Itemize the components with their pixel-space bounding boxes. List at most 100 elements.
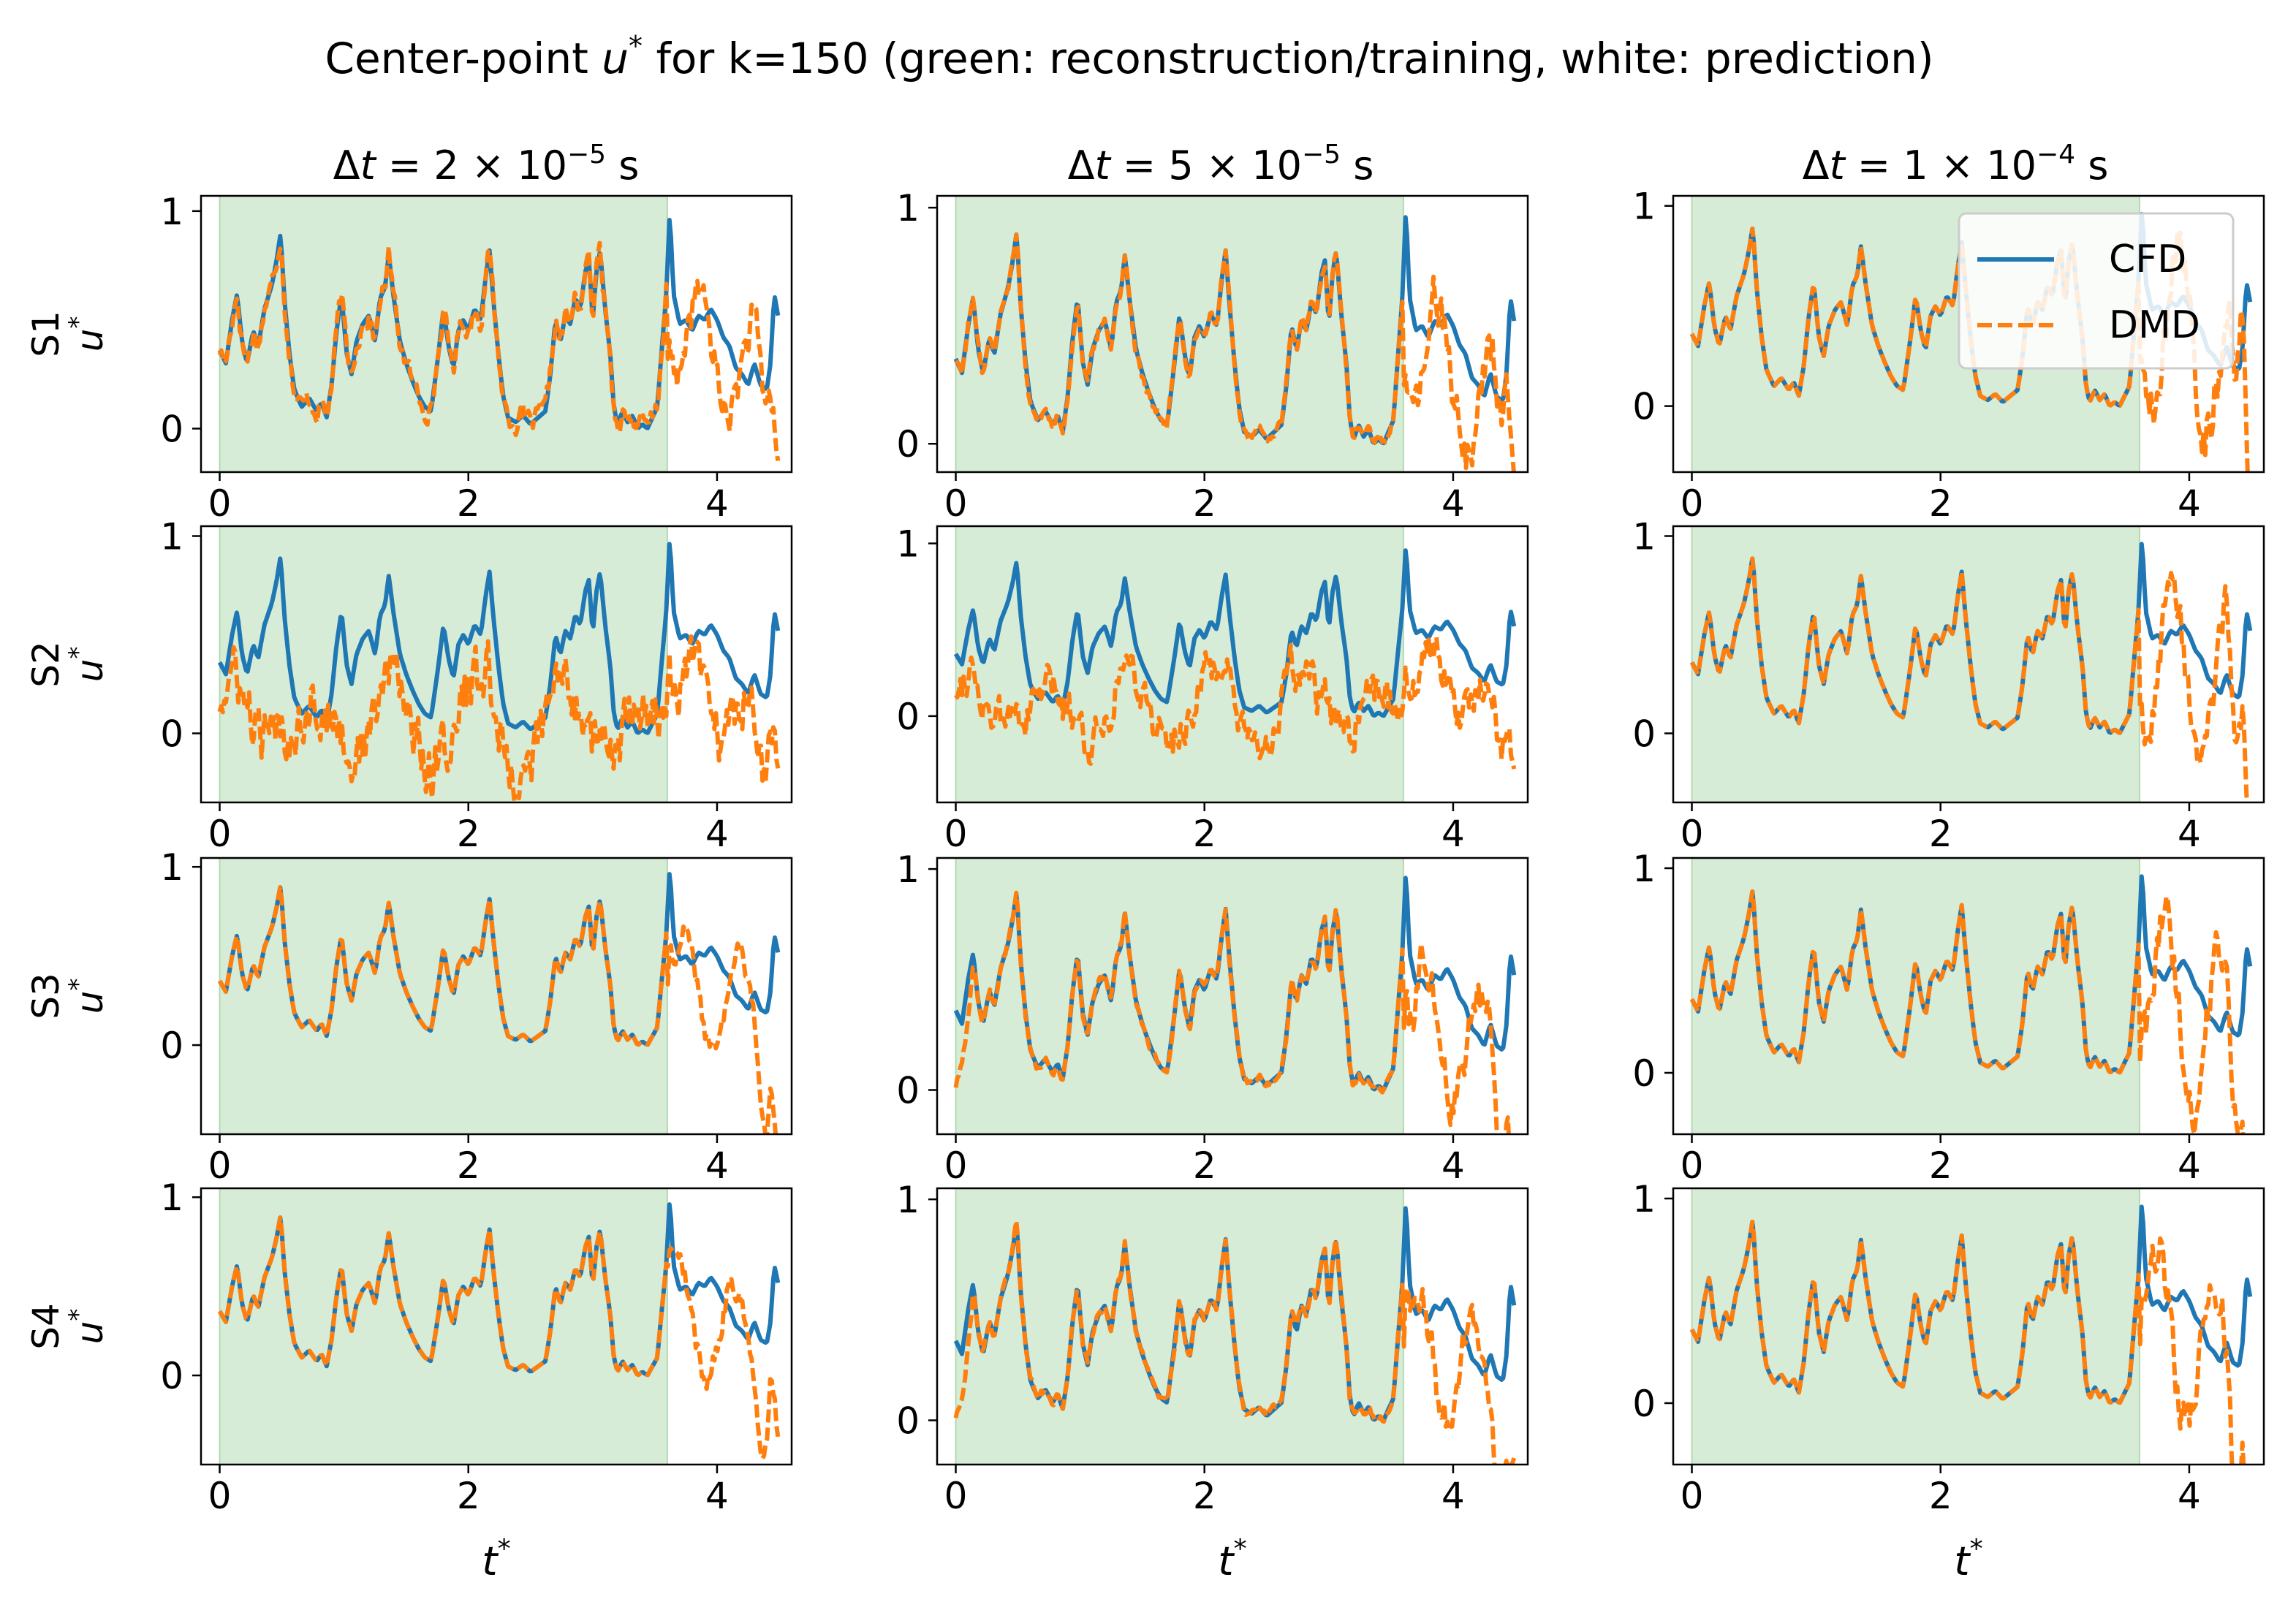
series-group-r4-c1 <box>217 1202 781 1461</box>
x-tick-label-r4-c1-0: 0 <box>208 1475 232 1517</box>
training-region-r2-c2 <box>955 525 1404 803</box>
y-tick-label-r3-c1-0: 0 <box>160 1025 183 1067</box>
y-axis-label-var-3: u <box>69 991 111 1014</box>
y-tick-label-r4-c1-1: 1 <box>160 1177 183 1219</box>
y-axis-label-4: u* <box>64 1309 111 1345</box>
x-tick-label-r4-c3-0: 0 <box>1681 1475 1704 1517</box>
subplot-r1-c2: 0 2 4 0 1 <box>896 187 1529 525</box>
subplot-r3-c2: 0 2 4 0 1 <box>896 848 1529 1187</box>
row-label-1: S1 <box>25 311 67 357</box>
y-tick-label-r2-c3-1: 1 <box>1632 516 1656 558</box>
x-axis-label-1: t* <box>482 1534 510 1584</box>
training-region-r3-c3 <box>1691 857 2140 1135</box>
x-tick-label-r4-c2-0: 0 <box>944 1475 968 1517</box>
y-tick-label-r2-c3-0: 0 <box>1632 713 1656 756</box>
x-axis-label-star-3: * <box>1970 1534 1983 1564</box>
subplot-r4-c2: 0 2 4 0 1 t* <box>896 1179 1529 1584</box>
dmd-series-r1-c1 <box>217 240 781 462</box>
axes-frame-r3-c3 <box>1672 857 2265 1136</box>
y-axis-label-1: u* <box>64 316 111 352</box>
training-region-r4-c2 <box>955 1188 1404 1465</box>
x-tick-label-r3-c2-2: 4 <box>1441 1144 1465 1187</box>
y-tick-label-r3-c3-1: 1 <box>1632 848 1656 890</box>
legend-dmd-label: DMD <box>2109 303 2200 347</box>
series-group-r3-c2 <box>953 876 1517 1134</box>
x-axis-label-var-2: t <box>1218 1538 1235 1584</box>
subplot-r1-c1: 0 2 4 0 1 S1 u* <box>25 191 793 525</box>
x-tick-label-r2-c1-2: 4 <box>705 813 729 855</box>
figure-title: Center-point u* for k=150 (green: recons… <box>325 30 1933 83</box>
y-axis-label-star-3: * <box>64 979 93 991</box>
series-group-r2-c1 <box>217 542 781 802</box>
dmd-series-r3-c1 <box>217 885 778 1134</box>
axes-frame-r1-c1 <box>200 194 793 474</box>
x-tick-label-r4-c3-1: 2 <box>1929 1475 1952 1517</box>
y-tick-label-r1-c1-1: 1 <box>160 191 183 233</box>
row-label-4: S4 <box>25 1303 67 1350</box>
x-axis-label-var-1: t <box>482 1538 499 1584</box>
dmd-series-r3-c3 <box>1689 889 2246 1134</box>
x-tick-label-r3-c3-1: 2 <box>1929 1144 1952 1187</box>
series-group-r1-c1 <box>217 218 781 462</box>
y-tick-label-r4-c2-1: 1 <box>896 1179 920 1221</box>
y-tick-label-r2-c1-1: 1 <box>160 516 183 558</box>
x-tick-label-r3-c2-1: 2 <box>1193 1144 1216 1187</box>
dmd-series-r4-c3 <box>1689 1220 2246 1465</box>
x-tick-label-r4-c3-2: 4 <box>2178 1475 2201 1517</box>
subplot-r2-c1: 0 2 4 0 1 S2 u* <box>25 516 793 855</box>
x-axis-label-var-3: t <box>1954 1538 1971 1584</box>
series-group-r4-c3 <box>1689 1204 2253 1465</box>
training-region-r3-c2 <box>955 857 1404 1135</box>
axes-frame-r3-c2 <box>936 857 1529 1136</box>
dmd-series-r2-c1 <box>217 634 781 802</box>
x-axis-label-2: t* <box>1218 1534 1246 1584</box>
y-axis-label-var-1: u <box>69 329 111 352</box>
y-tick-label-r4-c2-0: 0 <box>896 1400 920 1443</box>
axes-frame-r4-c2 <box>936 1187 1529 1466</box>
x-tick-label-r1-c2-0: 0 <box>944 482 968 525</box>
subplot-r4-c3: 0 2 4 0 1 t* <box>1632 1178 2265 1584</box>
x-tick-label-r2-c1-0: 0 <box>208 813 232 855</box>
dmd-series-r2-c2 <box>953 635 1517 770</box>
series-group-r2-c2 <box>953 548 1517 770</box>
axes-frame-r4-c3 <box>1672 1187 2265 1466</box>
x-tick-label-r3-c1-1: 2 <box>457 1144 480 1187</box>
y-tick-label-r3-c1-1: 1 <box>160 846 183 889</box>
y-tick-label-r3-c2-0: 0 <box>896 1070 920 1112</box>
series-group-r1-c2 <box>953 215 1517 472</box>
x-tick-label-r3-c3-2: 4 <box>2178 1144 2201 1187</box>
x-tick-label-r3-c1-2: 4 <box>705 1144 729 1187</box>
x-tick-label-r2-c1-1: 2 <box>457 813 480 855</box>
column-title-2: Δt = 5 × 10−5 s <box>1068 140 1374 189</box>
x-tick-label-r2-c3-0: 0 <box>1681 813 1704 855</box>
y-axis-label-star-1: * <box>64 316 93 329</box>
x-tick-label-r4-c1-1: 2 <box>457 1475 480 1517</box>
y-tick-label-r3-c2-1: 1 <box>896 848 920 891</box>
cfd-series-r2-c2 <box>953 548 1517 718</box>
axes-frame-r2-c3 <box>1672 525 2265 804</box>
training-region-r4-c1 <box>219 1188 668 1465</box>
y-axis-label-3: u* <box>64 979 111 1014</box>
x-axis-label-star-1: * <box>498 1534 511 1564</box>
y-axis-label-star-2: * <box>64 647 93 659</box>
x-tick-label-r3-c2-0: 0 <box>944 1144 968 1187</box>
axes-frame-r2-c1 <box>200 525 793 804</box>
axes-frame-r2-c2 <box>936 525 1529 804</box>
column-title-3: Δt = 1 × 10−4 s <box>1803 140 2109 189</box>
axes-frame-r3-c1 <box>200 857 793 1136</box>
legend: CFD DMD <box>1958 212 2235 370</box>
y-tick-label-r4-c3-1: 1 <box>1632 1178 1656 1220</box>
y-tick-label-r2-c1-0: 0 <box>160 713 183 756</box>
x-tick-label-r2-c2-0: 0 <box>944 813 968 855</box>
y-tick-label-r3-c3-0: 0 <box>1632 1052 1656 1095</box>
x-tick-label-r1-c3-0: 0 <box>1681 482 1704 525</box>
x-tick-label-r1-c3-2: 4 <box>2178 482 2201 525</box>
axes-frame-r4-c1 <box>200 1187 793 1466</box>
x-tick-label-r1-c1-1: 2 <box>457 482 480 525</box>
x-tick-label-r2-c2-1: 2 <box>1193 813 1216 855</box>
x-tick-label-r1-c1-0: 0 <box>208 482 232 525</box>
row-label-2: S2 <box>25 641 67 688</box>
